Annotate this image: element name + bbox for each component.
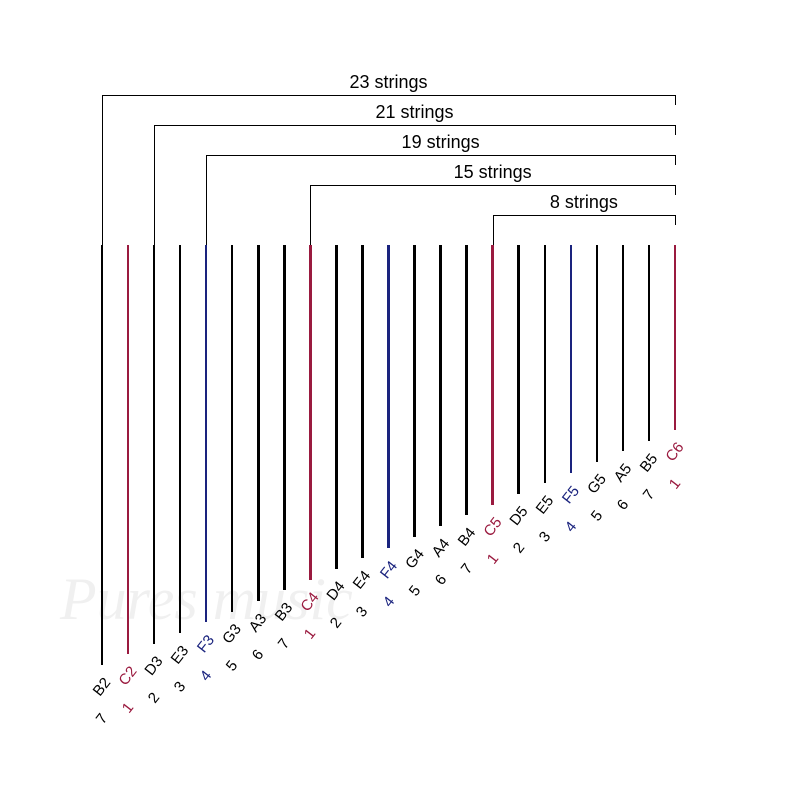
note-label: D4 bbox=[324, 578, 349, 604]
note-label: G4 bbox=[402, 546, 428, 572]
number-label: 5 bbox=[223, 657, 242, 674]
number-label: 1 bbox=[666, 475, 685, 492]
harp-string bbox=[309, 245, 312, 580]
harp-string bbox=[491, 245, 494, 505]
number-label: 6 bbox=[249, 646, 268, 663]
number-label: 3 bbox=[353, 604, 372, 621]
bracket-drop bbox=[206, 155, 207, 245]
harp-string bbox=[570, 245, 573, 473]
bracket-tick bbox=[675, 155, 676, 165]
note-label: G5 bbox=[584, 471, 610, 497]
bracket-tick bbox=[675, 185, 676, 195]
harp-string bbox=[101, 245, 104, 665]
number-label: 2 bbox=[509, 540, 528, 557]
bracket-label: 23 strings bbox=[349, 72, 427, 93]
bracket-horizontal bbox=[310, 185, 675, 186]
note-label: F3 bbox=[194, 632, 218, 656]
number-label: 7 bbox=[457, 561, 476, 578]
bracket-drop bbox=[310, 185, 311, 245]
note-label: C2 bbox=[115, 664, 140, 690]
number-label: 4 bbox=[197, 668, 216, 685]
harp-string bbox=[127, 245, 130, 654]
harp-string bbox=[205, 245, 208, 622]
number-label: 7 bbox=[275, 636, 294, 653]
note-label: A5 bbox=[611, 461, 636, 486]
number-label: 6 bbox=[614, 497, 633, 514]
note-label: C4 bbox=[298, 589, 323, 615]
harp-string bbox=[622, 245, 625, 451]
number-label: 2 bbox=[145, 689, 164, 706]
number-label: 7 bbox=[640, 486, 659, 503]
number-label: 1 bbox=[301, 625, 320, 642]
note-label: B4 bbox=[454, 525, 479, 550]
note-label: F5 bbox=[559, 483, 583, 507]
note-label: B3 bbox=[272, 600, 297, 625]
bracket-horizontal bbox=[206, 155, 675, 156]
harp-string bbox=[335, 245, 338, 569]
bracket-tick bbox=[675, 125, 676, 135]
harp-string bbox=[465, 245, 468, 515]
bracket-tick bbox=[675, 215, 676, 225]
number-label: 4 bbox=[379, 593, 398, 610]
bracket-horizontal bbox=[493, 215, 675, 216]
bracket-horizontal bbox=[102, 95, 675, 96]
number-label: 6 bbox=[431, 572, 450, 589]
harp-string-diagram: Pures musicB27C21D32E33F34G35A36B37C41D4… bbox=[0, 0, 800, 800]
note-label: D5 bbox=[506, 503, 531, 529]
number-label: 3 bbox=[535, 529, 554, 546]
bracket-drop bbox=[102, 95, 103, 245]
harp-string bbox=[517, 245, 520, 494]
harp-string bbox=[439, 245, 442, 526]
bracket-tick bbox=[675, 95, 676, 105]
bracket-label: 15 strings bbox=[454, 162, 532, 183]
bracket-label: 21 strings bbox=[376, 102, 454, 123]
harp-string bbox=[413, 245, 416, 537]
harp-string bbox=[361, 245, 364, 558]
note-label: B5 bbox=[637, 450, 662, 475]
bracket-horizontal bbox=[154, 125, 675, 126]
note-label: D3 bbox=[141, 653, 166, 679]
bracket-label: 19 strings bbox=[402, 132, 480, 153]
number-label: 4 bbox=[562, 518, 581, 535]
number-label: 5 bbox=[588, 508, 607, 525]
note-label: A4 bbox=[428, 536, 453, 561]
harp-string bbox=[257, 245, 260, 601]
number-label: 7 bbox=[93, 710, 112, 727]
harp-string bbox=[179, 245, 182, 633]
bracket-label: 8 strings bbox=[550, 192, 618, 213]
note-label: G3 bbox=[219, 620, 245, 646]
harp-string bbox=[153, 245, 156, 644]
number-label: 2 bbox=[327, 614, 346, 631]
bracket-drop bbox=[154, 125, 155, 245]
note-label: F4 bbox=[376, 557, 400, 581]
note-label: B2 bbox=[90, 675, 115, 700]
harp-string bbox=[544, 245, 547, 483]
note-label: C6 bbox=[662, 439, 687, 465]
harp-string bbox=[231, 245, 234, 612]
bracket-drop bbox=[493, 215, 494, 245]
harp-string bbox=[674, 245, 677, 430]
harp-string bbox=[283, 245, 286, 590]
note-label: A3 bbox=[246, 610, 271, 635]
harp-string bbox=[648, 245, 651, 441]
harp-string bbox=[596, 245, 599, 462]
harp-string bbox=[387, 245, 390, 548]
note-label: C5 bbox=[480, 514, 505, 540]
note-label: E4 bbox=[350, 568, 375, 593]
note-label: E5 bbox=[532, 493, 557, 518]
note-label: E3 bbox=[168, 642, 193, 667]
number-label: 3 bbox=[171, 678, 190, 695]
number-label: 5 bbox=[405, 582, 424, 599]
number-label: 1 bbox=[483, 550, 502, 567]
number-label: 1 bbox=[119, 700, 138, 717]
